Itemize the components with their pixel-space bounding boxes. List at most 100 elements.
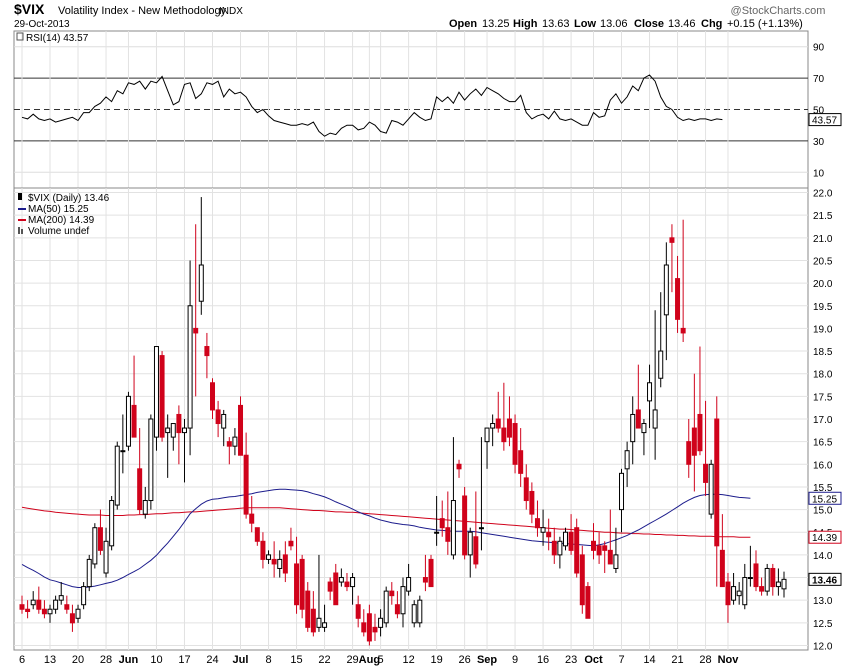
- candle: [153, 346, 159, 451]
- candle-body: [170, 423, 176, 438]
- candle-body: [92, 527, 98, 565]
- price-tick-label: 18.5: [813, 347, 833, 358]
- candle-body: [327, 581, 333, 592]
- candle-body: [383, 590, 389, 624]
- candle: [759, 577, 765, 596]
- candle: [282, 541, 288, 583]
- candle-body: [490, 423, 496, 429]
- candle-body: [691, 427, 697, 456]
- candle: [238, 396, 244, 456]
- candle: [131, 355, 137, 438]
- candle-body: [753, 563, 759, 588]
- candle: [697, 346, 703, 456]
- candle: [86, 554, 92, 592]
- volume-legend-icon: [18, 227, 20, 234]
- candle-body: [422, 577, 428, 583]
- low-value: 13.06: [600, 18, 628, 30]
- candle: [613, 527, 619, 573]
- candle-body: [585, 586, 591, 619]
- candle: [747, 545, 753, 587]
- candle: [41, 600, 47, 619]
- x-tick-label: 14: [643, 654, 655, 666]
- candle-body: [534, 518, 540, 529]
- price-tick-label: 12.5: [813, 619, 833, 630]
- candle: [142, 486, 148, 519]
- candle-body: [310, 608, 316, 633]
- candle: [635, 364, 641, 429]
- price-panel: 12.012.513.013.514.014.515.015.516.016.5…: [13, 187, 842, 666]
- candle: [742, 563, 748, 610]
- candle: [490, 414, 496, 447]
- candle-body: [596, 545, 602, 556]
- candle-body: [294, 563, 300, 606]
- candle-body: [120, 450, 126, 453]
- candle-body: [282, 554, 288, 574]
- vix-legend-label: $VIX (Daily) 13.46: [28, 193, 110, 204]
- x-tick-label: 22: [318, 654, 330, 666]
- candle: [120, 414, 126, 474]
- candle: [232, 428, 238, 456]
- candle-body: [417, 599, 423, 624]
- candle: [81, 582, 87, 610]
- candle-body: [226, 441, 232, 447]
- candle-body: [159, 355, 165, 438]
- candle-body: [742, 577, 748, 606]
- close-value: 13.46: [668, 18, 696, 30]
- candle: [619, 468, 625, 533]
- candle: [691, 373, 697, 492]
- candle-body: [568, 531, 574, 551]
- candle: [725, 573, 731, 623]
- rsi-last-value: 43.57: [812, 116, 837, 127]
- price-tick-label: 20.0: [813, 279, 833, 290]
- candle: [551, 527, 557, 564]
- price-tick-label: 16.5: [813, 438, 833, 449]
- candle-body: [574, 527, 580, 574]
- candle: [97, 509, 103, 555]
- candle-body: [81, 586, 87, 606]
- candle-body: [165, 427, 171, 434]
- candle: [316, 554, 322, 632]
- candle: [753, 550, 759, 592]
- candle: [574, 518, 580, 578]
- candle: [366, 604, 372, 646]
- candle: [137, 428, 143, 515]
- candle-body: [25, 608, 31, 612]
- rsi-grid: [14, 31, 808, 188]
- candle: [658, 292, 664, 388]
- candle: [478, 437, 484, 551]
- candle: [456, 459, 462, 478]
- x-tick-label: 15: [290, 654, 302, 666]
- candle: [467, 527, 473, 578]
- x-tick-label: 13: [44, 654, 56, 666]
- candle: [389, 582, 395, 605]
- candle-body: [506, 418, 512, 438]
- rsi-last-value-box: [808, 113, 842, 127]
- candle-body: [19, 604, 25, 610]
- candle-body: [299, 558, 305, 610]
- candle-body: [30, 599, 36, 606]
- candle: [350, 573, 356, 605]
- candle: [176, 405, 182, 465]
- rsi-tick-label: 50: [813, 106, 825, 117]
- candle-body: [148, 418, 154, 502]
- candle-body: [518, 450, 524, 474]
- price-tick-label: 15.0: [813, 506, 833, 517]
- candle: [125, 391, 131, 451]
- candle: [103, 527, 109, 578]
- candle: [675, 255, 681, 333]
- candle: [372, 613, 378, 641]
- candle-body: [210, 382, 215, 411]
- x-tick-label: 5: [378, 654, 384, 666]
- candle-body: [731, 586, 737, 601]
- candle-body: [781, 578, 787, 590]
- candle: [764, 563, 770, 596]
- candle: [327, 577, 333, 601]
- rsi-tick-label: 10: [813, 168, 825, 179]
- candle-body: [669, 237, 675, 243]
- candle-body: [736, 590, 742, 597]
- candle-body: [512, 423, 518, 465]
- candle: [462, 486, 468, 560]
- ma200-value-tag: 14.39: [812, 533, 837, 544]
- candle: [322, 604, 328, 632]
